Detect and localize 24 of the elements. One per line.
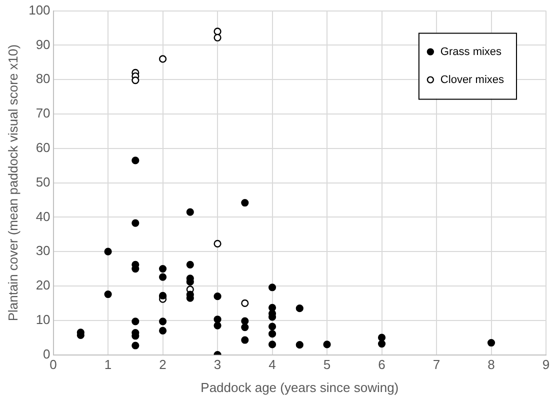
x-tick-label: 3 xyxy=(214,357,222,372)
x-tick-label: 4 xyxy=(268,357,276,372)
x-tick-label: 8 xyxy=(488,357,495,372)
y-tick-label: 90 xyxy=(36,36,50,52)
y-tick-label: 80 xyxy=(36,71,50,86)
y-tick-label: 20 xyxy=(36,278,50,293)
x-axis-title: Paddock age (years since sowing) xyxy=(200,380,399,395)
x-tick-label: 2 xyxy=(159,357,166,372)
x-tick-label: 6 xyxy=(378,357,386,372)
legend-label: Grass mixes xyxy=(440,46,502,58)
x-tick-label: 1 xyxy=(104,357,112,372)
y-tick-label: 60 xyxy=(36,140,50,155)
y-tick-label: 100 xyxy=(28,2,50,18)
y-tick-label: 50 xyxy=(36,174,50,190)
y-tick-label: 10 xyxy=(36,312,50,327)
x-tick-label: 5 xyxy=(323,357,331,372)
y-tick-label: 40 xyxy=(36,208,50,224)
x-tick-label: 9 xyxy=(542,357,550,372)
y-tick-label: 30 xyxy=(36,243,50,258)
y-tick-label: 70 xyxy=(36,106,50,121)
y-axis-title: Plantain cover (mean paddock visual score x10) xyxy=(5,44,20,322)
x-tick-label: 7 xyxy=(432,357,440,372)
y-tick-label: 0 xyxy=(43,346,50,362)
legend-label: Clover mixes xyxy=(440,74,504,86)
